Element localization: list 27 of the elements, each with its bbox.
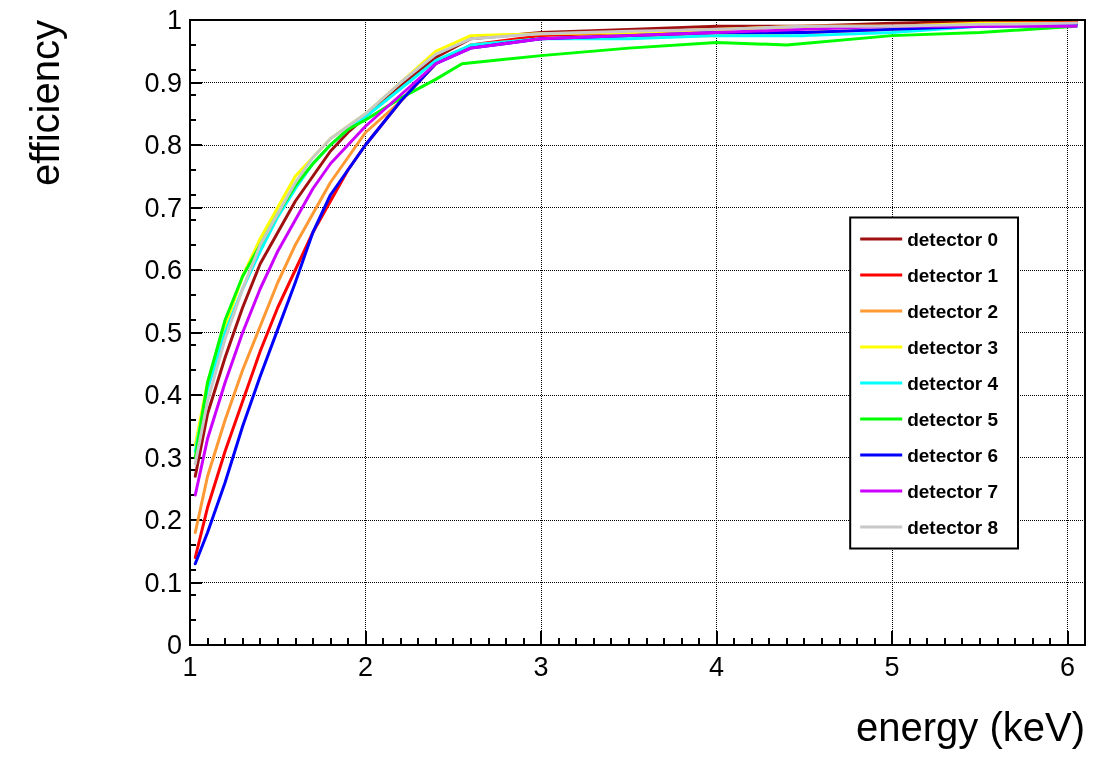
- legend-label: detector 0: [907, 228, 999, 250]
- y-axis-title: efficiency: [23, 20, 67, 187]
- y-tick-label: 0: [166, 630, 182, 660]
- y-tick-label: 0.5: [144, 317, 182, 348]
- legend-label: detector 8: [907, 516, 999, 538]
- legend-label: detector 1: [907, 264, 999, 286]
- y-tick-label: 0.6: [144, 255, 182, 285]
- legend-label: detector 4: [907, 372, 999, 394]
- y-tick-label: 0.3: [144, 442, 182, 473]
- x-axis-title: energy (keV): [856, 705, 1085, 749]
- y-tick-label: 1: [166, 5, 182, 35]
- y-tick-label: 0.9: [144, 67, 182, 98]
- legend-label: detector 5: [907, 408, 999, 430]
- x-tick-label: 3: [533, 651, 549, 682]
- y-tick-label: 0.1: [144, 567, 182, 598]
- y-tick-label: 0.8: [144, 130, 182, 160]
- y-tick-label: 0.2: [144, 505, 182, 535]
- x-tick-label: 6: [1059, 651, 1075, 682]
- x-tick-label: 2: [357, 651, 374, 682]
- x-tick-label: 4: [708, 651, 724, 682]
- legend-label: detector 2: [907, 300, 999, 322]
- x-tick-label: 5: [884, 651, 900, 682]
- y-tick-label: 0.7: [144, 192, 182, 223]
- legend-label: detector 7: [907, 480, 999, 502]
- y-tick-label: 0.4: [144, 380, 182, 410]
- legend-label: detector 3: [907, 336, 999, 358]
- legend-label: detector 6: [907, 444, 999, 466]
